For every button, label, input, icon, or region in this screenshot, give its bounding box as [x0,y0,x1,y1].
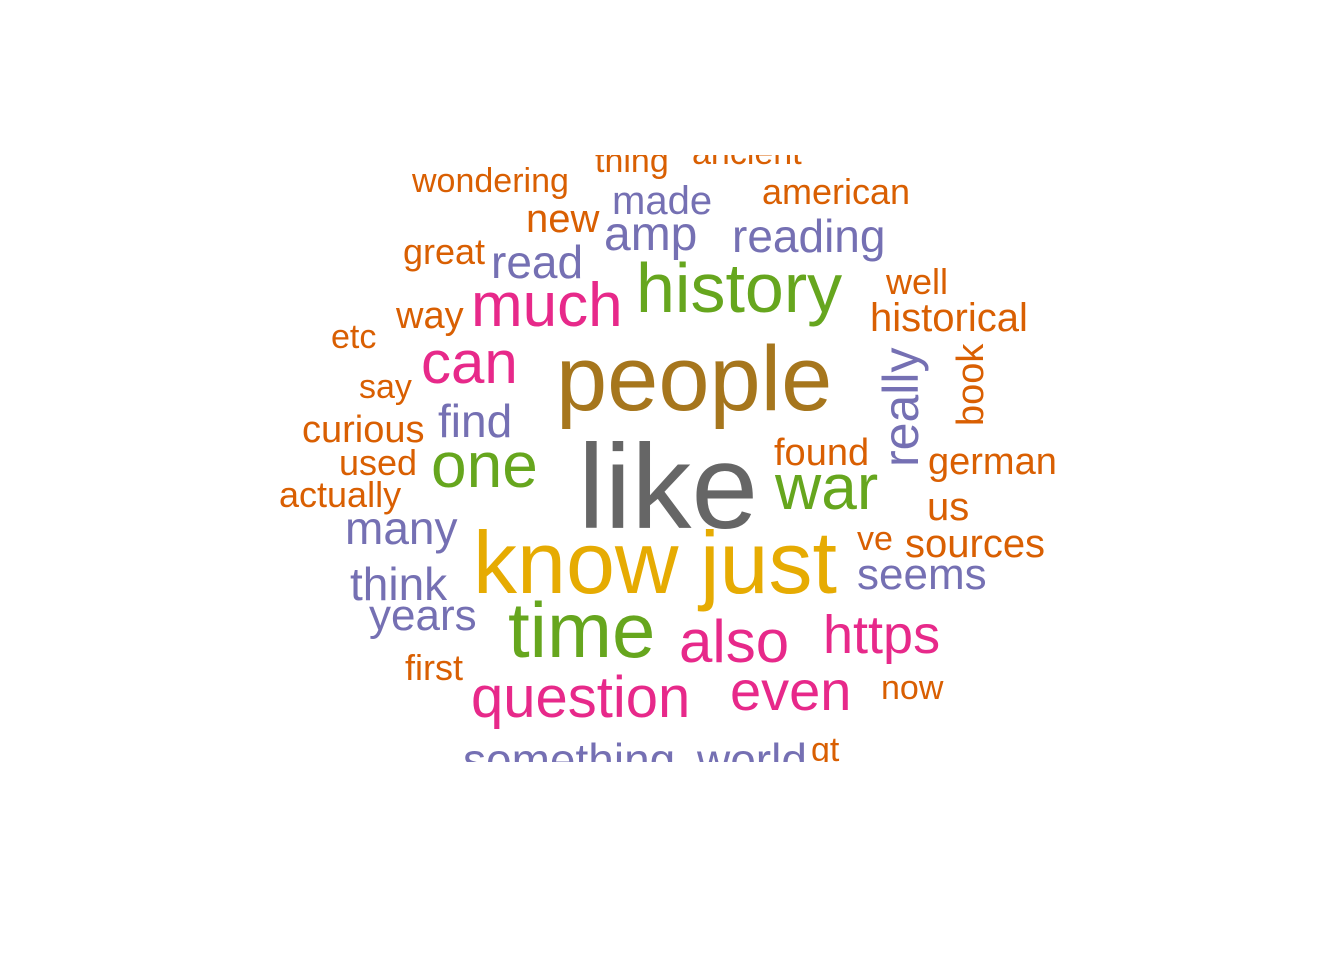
word-thing: thing [595,155,669,180]
word-just: just [700,513,837,612]
word-german: german [928,441,1057,483]
word-book: book [950,343,992,426]
word-american: american [762,171,911,212]
word-like: like [578,420,759,554]
word-people: people [556,328,833,430]
word-wondering: wondering [412,162,569,200]
word-now: now [881,669,944,707]
word-question: question [471,665,691,730]
word-also: also [679,608,790,675]
word-historical: historical [870,296,1028,340]
word-seems: seems [857,550,987,599]
word-way: way [396,295,464,337]
word-actually: actually [279,474,402,515]
word-sources: sources [905,522,1046,566]
word-really: really [873,347,929,467]
word-know: know [473,513,679,612]
word-war: war [775,451,879,523]
word-etc: etc [331,318,377,356]
word-well: well [886,261,949,302]
word-found: found [774,432,870,474]
word-ancient: ancient [692,155,802,170]
word-ve: ve [857,520,893,558]
word-used: used [339,442,418,483]
word-even: even [730,659,852,722]
word-many: many [345,502,458,554]
word-new: new [526,197,600,241]
word-us: us [927,485,970,529]
word-can: can [421,329,518,396]
word-reading: reading [732,210,886,262]
word-first: first [405,647,463,688]
word-one: one [431,429,538,501]
word-gt: gt [811,731,840,762]
word-find: find [438,395,513,447]
word-great: great [403,231,486,272]
word-read: read [491,236,584,288]
word-cloud-area: like people know just history time one war much c… [0,155,1344,762]
word-history: history [636,249,843,327]
word-time: time [508,586,656,674]
word-years: years [369,591,477,640]
word-made: made [612,179,713,223]
word-something: something [463,734,676,762]
word-curious: curious [302,409,425,451]
word-say: say [359,368,412,406]
word-think: think [350,558,448,610]
word-world: world [697,734,807,762]
word-https: https [823,605,941,665]
word-amp: amp [604,208,698,261]
word-much: much [471,271,623,340]
